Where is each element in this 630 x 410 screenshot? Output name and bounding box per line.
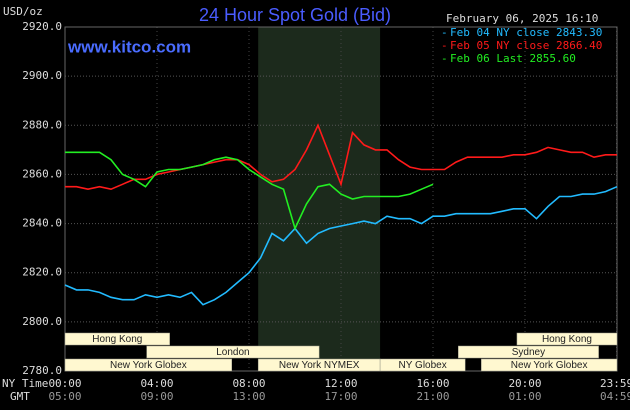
session-box — [379, 358, 466, 372]
legend-label: Feb 04 NY close 2843.30 — [450, 26, 602, 39]
date-label: February 06, 2025 16:10 — [446, 12, 598, 25]
session-label: Hong Kong — [92, 334, 142, 345]
x-tick-label: 23:59 — [600, 377, 630, 390]
x-axis-label: NY Time — [2, 377, 48, 390]
series-line — [64, 185, 618, 306]
session-label: Hong Kong — [542, 334, 592, 345]
legend-marker: - — [441, 52, 448, 65]
session-box — [64, 332, 170, 346]
y-tick-label: 2780.0 — [22, 364, 62, 377]
y-tick-label: 2880.0 — [22, 118, 62, 131]
legend-marker: - — [441, 39, 448, 52]
x-tick-label: 00:00 — [48, 377, 81, 390]
x2-tick-label: 04:59 — [600, 390, 630, 403]
session-shade — [258, 27, 381, 371]
y-axis-label: USD/oz — [3, 5, 43, 18]
session-box — [64, 358, 232, 372]
x2-tick-label: 01:00 — [508, 390, 541, 403]
x-tick-label: 16:00 — [416, 377, 449, 390]
session-label: London — [216, 347, 249, 358]
session-label: New York Globex — [511, 360, 588, 371]
legend-label: Feb 05 NY close 2866.40 — [450, 39, 602, 52]
session-box — [516, 332, 618, 346]
session-label: New York Globex — [110, 360, 187, 371]
series-line — [65, 123, 617, 191]
series-line — [65, 151, 434, 231]
session-label: Sydney — [512, 347, 545, 358]
y-tick-label: 2820.0 — [22, 266, 62, 279]
session-label: NY Globex — [399, 360, 447, 371]
x-tick-label: 04:00 — [140, 377, 173, 390]
y-tick-label: 2920.0 — [22, 20, 62, 33]
x-tick-label: 08:00 — [232, 377, 265, 390]
x2-tick-label: 17:00 — [324, 390, 357, 403]
subtitle: www.kitco.com — [67, 37, 191, 56]
x-tick-label: 12:00 — [324, 377, 357, 390]
y-tick-label: 2860.0 — [22, 167, 62, 180]
y-tick-label: 2900.0 — [22, 69, 62, 82]
session-box — [146, 345, 320, 359]
session-box — [458, 345, 599, 359]
chart-title: 24 Hour Spot Gold (Bid) — [199, 5, 391, 25]
x2-tick-label: 05:00 — [48, 390, 81, 403]
legend-label: Feb 06 Last 2855.60 — [450, 52, 576, 65]
x2-axis-label: GMT — [10, 390, 30, 403]
x2-tick-label: 13:00 — [232, 390, 265, 403]
y-tick-label: 2800.0 — [22, 315, 62, 328]
session-label: New York NYMEX — [279, 360, 360, 371]
session-box — [481, 358, 618, 372]
x2-tick-label: 09:00 — [140, 390, 173, 403]
x-tick-label: 20:00 — [508, 377, 541, 390]
y-tick-label: 2840.0 — [22, 217, 62, 230]
legend-marker: - — [441, 26, 448, 39]
x2-tick-label: 21:00 — [416, 390, 449, 403]
